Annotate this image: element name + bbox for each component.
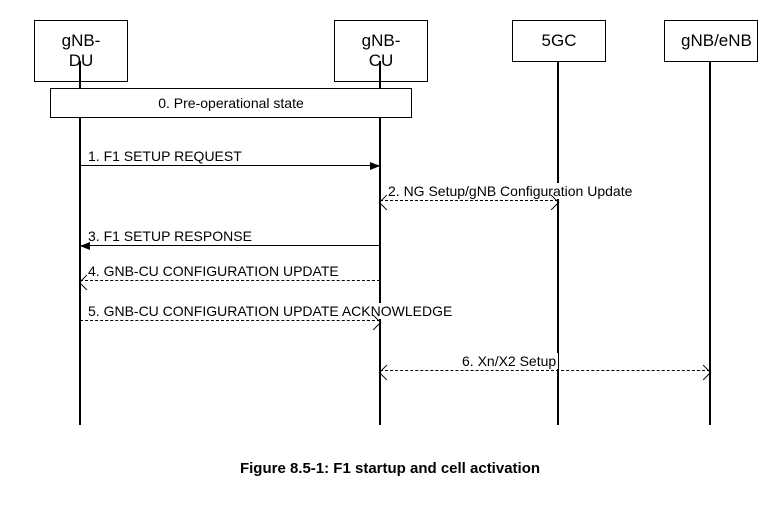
figure-caption: Figure 8.5-1: F1 startup and cell activa… [200, 460, 580, 477]
msg-label-2: 2. NG Setup/gNB Configuration Update [386, 183, 634, 199]
msg-label-3: 3. F1 SETUP RESPONSE [86, 228, 254, 244]
participant-5gc: 5GC [512, 20, 606, 62]
figure-caption-text: Figure 8.5-1: F1 startup and cell activa… [240, 460, 540, 477]
participant-5gc-label: 5GC [542, 31, 577, 50]
participant-enb: gNB/eNB [664, 20, 758, 62]
note-pre-operational-label: 0. Pre-operational state [158, 95, 304, 111]
msg-label-5: 5. GNB-CU CONFIGURATION UPDATE ACKNOWLED… [86, 303, 454, 319]
note-pre-operational: 0. Pre-operational state [50, 88, 412, 118]
participant-enb-label: gNB/eNB [681, 31, 752, 50]
msg-xn-x2-setup: 6. Xn/X2 Setup [380, 370, 710, 371]
msg-label-4: 4. GNB-CU CONFIGURATION UPDATE [86, 263, 341, 279]
msg-label-1: 1. F1 SETUP REQUEST [86, 148, 244, 164]
sequence-diagram: gNB-DU gNB-CU 5GC gNB/eNB 0. Pre-operati… [20, 20, 760, 490]
msg-ng-setup: 2. NG Setup/gNB Configuration Update [380, 200, 558, 201]
participant-du: gNB-DU [34, 20, 128, 82]
msg-gnb-cu-config-update: 4. GNB-CU CONFIGURATION UPDATE [80, 280, 380, 281]
msg-f1-setup-request: 1. F1 SETUP REQUEST [80, 165, 380, 166]
msg-label-6: 6. Xn/X2 Setup [460, 353, 558, 369]
msg-gnb-cu-config-update-ack: 5. GNB-CU CONFIGURATION UPDATE ACKNOWLED… [80, 320, 380, 321]
arrowhead-right-icon [370, 162, 380, 170]
participant-cu: gNB-CU [334, 20, 428, 82]
arrowhead-left-icon [80, 242, 90, 250]
msg-f1-setup-response: 3. F1 SETUP RESPONSE [80, 245, 380, 246]
